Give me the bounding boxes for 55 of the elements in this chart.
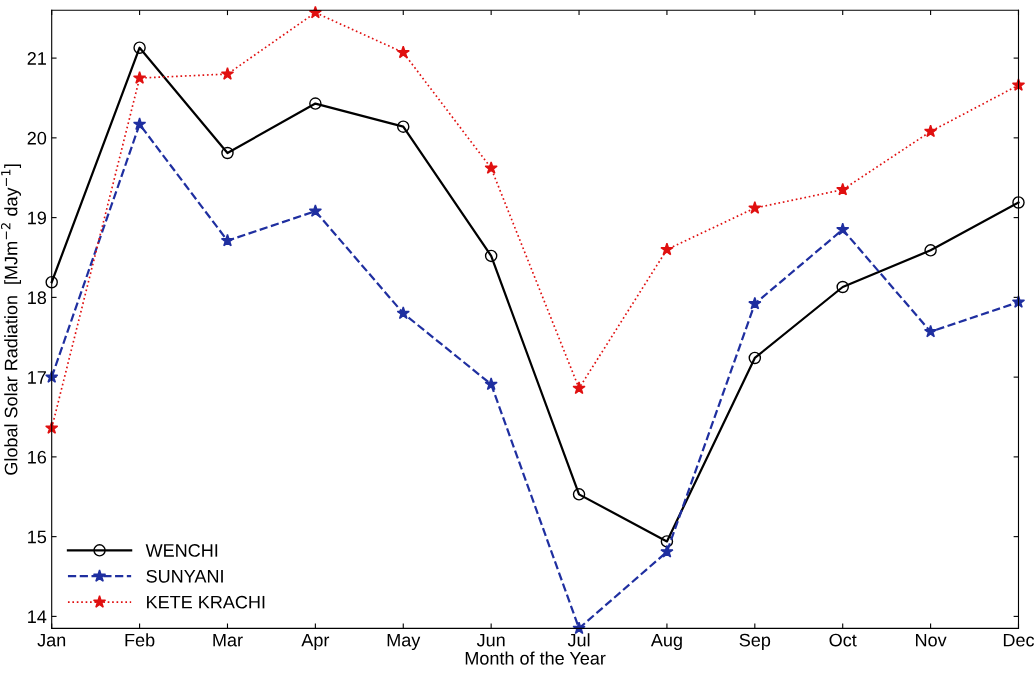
point <box>309 97 322 110</box>
y-tick-label: 20 <box>27 131 47 145</box>
y-axis-title: Global Solar Radiation [MJm$^{−2}$ day$^{−1}$] <box>0 164 22 475</box>
point <box>1012 196 1025 209</box>
y-tick-label: 17 <box>28 371 46 384</box>
x-tick-label: Feb <box>125 633 155 647</box>
point <box>132 71 147 84</box>
point <box>836 182 850 196</box>
x-axis-title: Month of the Year <box>465 651 606 665</box>
point <box>484 249 498 263</box>
y-tick-label: 14 <box>28 610 47 623</box>
point <box>220 67 235 80</box>
point <box>924 244 937 257</box>
point <box>660 242 674 256</box>
y-tick-label: 15 <box>28 530 47 544</box>
x-tick-label: Sep <box>739 633 771 651</box>
point <box>220 233 235 247</box>
point <box>308 204 323 217</box>
legend-label: WENCHI <box>145 544 218 557</box>
point <box>660 544 674 558</box>
y-tick-label: 18 <box>28 291 47 305</box>
x-tick-label: Nov <box>916 633 947 647</box>
x-tick-label: Jul <box>567 633 590 647</box>
point <box>748 351 762 365</box>
point <box>923 124 938 138</box>
point <box>133 41 146 54</box>
y-tick-label: 16 <box>28 450 47 464</box>
point <box>396 306 410 320</box>
x-tick-label: May <box>387 633 421 651</box>
point <box>660 535 674 548</box>
point <box>572 488 586 501</box>
point <box>572 381 586 395</box>
point <box>748 296 762 310</box>
x-tick-label: Jan <box>37 633 66 647</box>
x-tick-label: Mar <box>213 633 243 647</box>
point <box>836 222 850 236</box>
point <box>397 120 410 133</box>
point <box>45 275 58 289</box>
legend-label: SUNYANI <box>146 569 223 583</box>
point <box>748 201 762 214</box>
x-tick-label: Apr <box>301 633 330 651</box>
x-tick-label: Jun <box>476 633 505 647</box>
x-tick-label: Dec <box>1003 633 1034 647</box>
point <box>484 377 498 391</box>
x-tick-label: Aug <box>650 633 682 651</box>
point <box>484 161 498 174</box>
x-tick-label: Oct <box>829 633 857 647</box>
point <box>221 146 234 160</box>
point <box>923 324 938 338</box>
point <box>836 280 849 294</box>
point <box>396 45 410 59</box>
legend-label: KETE KRACHI <box>147 595 265 609</box>
point <box>132 117 147 131</box>
y-tick-label: 21 <box>27 52 46 65</box>
y-tick-label: 19 <box>28 211 46 225</box>
